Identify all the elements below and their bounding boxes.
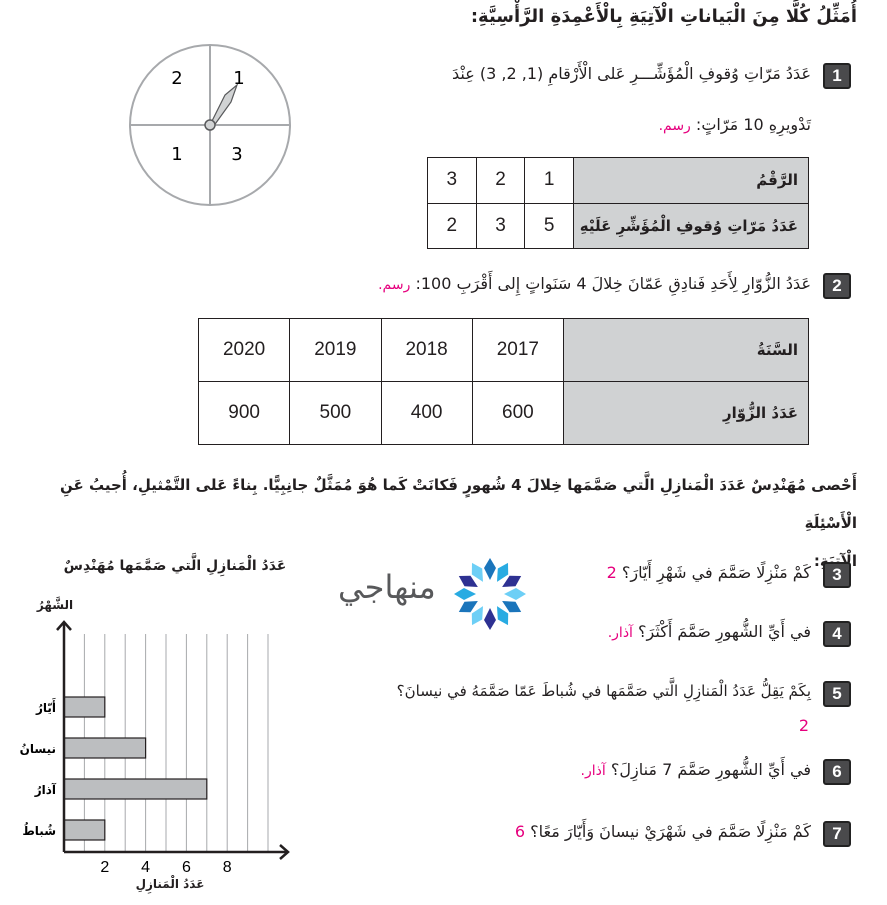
bar <box>63 737 147 759</box>
item-1-text: عَدَدُ مَرّاتِ وُقوفِ الْمُؤَشِّـــرِ عَ… <box>451 64 811 83</box>
item-number-badge: 1 <box>823 63 851 89</box>
x-tick-label: 2 <box>100 859 109 876</box>
answer: رسم. <box>658 118 691 134</box>
answer: آذار. <box>607 625 633 641</box>
logo-petal <box>454 588 476 600</box>
spinner-label: 3 <box>231 144 242 165</box>
table-hotel-visitors: السَّنَةُ 2017 2018 2019 2020 عَدَدُ الزُّوّ… <box>197 318 809 445</box>
logo-text: منهاجي <box>338 568 436 606</box>
table-spinner-counts: الرَّقْمُ 1 2 3 عَدَدُ مَرّاتِ وُقوفِ الْمُ… <box>427 157 809 249</box>
spinner-label: 2 <box>171 68 182 89</box>
logo-petal <box>471 606 483 626</box>
answer: رسم. <box>378 277 411 293</box>
item-1-text-line2: تَدْويرِهِ 10 مَرّاتٍ: رسم. <box>658 115 811 134</box>
question-6: في أَيِّ الشُّهورِ صَمَّمَ 7 مَنازِلَ؟ آ… <box>580 760 811 779</box>
logo-petal <box>497 606 509 626</box>
bar <box>63 778 208 800</box>
spinner-diagram: 1 2 1 3 <box>129 44 291 206</box>
logo-petal <box>504 588 526 600</box>
item-2-text: عَدَدُ الزُّوّارِ لِأَحَدِ فَنادِقِ عَمّ… <box>378 274 811 293</box>
x-tick-label: 4 <box>141 859 150 876</box>
x-tick-label: 8 <box>223 859 232 876</box>
logo-petal <box>484 558 496 580</box>
table-row: الرَّقْمُ 1 2 3 <box>427 157 809 204</box>
category-label: آذارُ <box>34 782 57 797</box>
bar <box>63 819 106 841</box>
question-4: في أَيِّ الشُّهورِ صَمَّمَ أَكْثَرَ؟ آذا… <box>607 622 811 641</box>
question-number-badge: 5 <box>823 681 851 707</box>
y-axis-arrow <box>56 620 72 631</box>
question-number-badge: 7 <box>823 821 851 847</box>
logo-petal <box>497 562 509 582</box>
answer: آذار. <box>580 763 606 779</box>
spinner-label: 1 <box>233 68 244 89</box>
category-label: أَيّارُ <box>35 698 56 715</box>
manhaji-logo-icon <box>454 558 526 630</box>
y-axis-label: الشَّهْرُ <box>36 598 74 612</box>
table-row: السَّنَةُ 2017 2018 2019 2020 <box>197 318 809 382</box>
bar <box>63 696 106 718</box>
table-row: عَدَدُ الزُّوّارِ 600 400 500 900 <box>197 381 809 445</box>
question-5: بِكَمْ يَقِلُّ عَدَدُ الْمَنازِلِ الَّتي… <box>396 682 811 700</box>
logo-petal <box>458 601 478 613</box>
logo-petal <box>502 575 522 587</box>
table-row: عَدَدُ مَرّاتِ وُقوفِ الْمُؤَشِّرِ عَلَي… <box>427 202 809 249</box>
logo-petal <box>502 601 522 613</box>
logo-petal <box>458 575 478 587</box>
page-heading: أُمَثِّلُ كُلًّا مِنَ الْبَياناتِ الْآتِ… <box>470 6 857 27</box>
question-7: كَمْ مَنْزِلًا صَمَّمَ في شَهْرَيْ نيسان… <box>514 822 811 841</box>
question-3: كَمْ مَنْزِلًا صَمَّمَ في شَهْرِ أَيّارَ… <box>606 563 811 582</box>
answer: 2 <box>606 563 617 582</box>
x-axis-label: عَدَدُ الْمَنازِلِ <box>135 877 205 891</box>
question-number-badge: 4 <box>823 621 851 647</box>
category-label: نيسانُ <box>20 742 56 756</box>
bar-chart: شُباطُ آذارُ نيسانُ أَيّارُ 2 4 6 8 <box>20 620 290 876</box>
x-axis-arrow <box>279 844 290 860</box>
answer: 2 <box>798 716 809 735</box>
logo-petal <box>484 608 496 630</box>
question-number-badge: 3 <box>823 562 851 588</box>
x-tick-label: 6 <box>182 859 191 876</box>
chart-title: عَدَدُ الْمَنازِلِ الَّتي صَمَّمَها مُهَ… <box>63 558 287 574</box>
answer: 6 <box>514 822 526 841</box>
logo-petal <box>471 562 483 582</box>
item-number-badge: 2 <box>823 273 851 299</box>
question-number-badge: 6 <box>823 759 851 785</box>
category-label: شُباطُ <box>22 821 56 838</box>
spinner-label: 1 <box>171 144 182 165</box>
paragraph-line-1: أَحْصى مُهَنْدِسٌ عَدَدَ الْمَنازِلِ الَ… <box>60 476 857 532</box>
